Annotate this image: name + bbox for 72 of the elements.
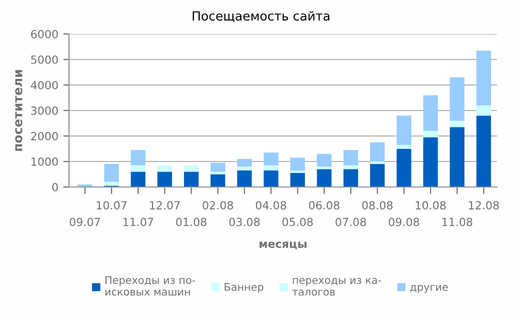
bar — [450, 127, 464, 187]
x-tick-label: 01.08 — [176, 218, 206, 226]
bar — [476, 50, 492, 106]
bar — [343, 150, 358, 166]
bar — [290, 172, 305, 187]
x-tick-label: 04.08 — [256, 201, 286, 210]
legend-label: переходы из ка- талогов — [292, 278, 382, 296]
x-tick-label: 03.08 — [229, 218, 260, 226]
bar — [450, 120, 464, 128]
y-tick-label: 2000 — [31, 132, 58, 140]
x-tick-label: 09.08 — [388, 218, 420, 226]
x-tick-label: 02.08 — [202, 201, 234, 210]
x-tick-label: 10.07 — [96, 201, 126, 210]
bar — [396, 148, 412, 187]
bar — [264, 152, 278, 166]
bar — [130, 165, 146, 172]
bar — [157, 172, 172, 187]
bar — [370, 162, 385, 164]
bar — [316, 154, 332, 167]
bar — [184, 165, 199, 172]
bar — [343, 165, 358, 170]
legend-label: Баннер — [224, 283, 264, 293]
bar — [210, 162, 226, 172]
x-tick-label: 11.08 — [442, 218, 472, 226]
bar — [104, 164, 119, 182]
legend-label: другие — [410, 284, 448, 293]
x-tick-label: 09.07 — [70, 218, 100, 226]
legend-label: Переходы из по- исковых машин — [105, 276, 196, 296]
y-tick-label: 5000 — [31, 55, 58, 64]
x-axis-title: месяцы — [260, 242, 306, 250]
x-tick-label: 12.08 — [469, 201, 499, 210]
bar — [104, 182, 119, 186]
bar — [423, 95, 438, 131]
bar — [476, 116, 492, 187]
bar — [476, 105, 492, 116]
bar — [130, 172, 146, 187]
bar — [184, 172, 199, 187]
bar — [423, 137, 438, 187]
y-axis-title: посетители — [15, 70, 22, 151]
y-tick-label: 0 — [52, 182, 58, 192]
x-tick-label: 05.08 — [282, 218, 313, 226]
y-tick-label: 4000 — [30, 80, 58, 90]
x-tick-label: 11.07 — [123, 218, 154, 226]
bar — [290, 158, 305, 170]
x-tick-label: 10.08 — [416, 201, 446, 210]
bar — [210, 174, 226, 187]
x-tick-label: 08.08 — [362, 201, 393, 210]
bar — [370, 164, 385, 187]
x-tick-label: 12.07 — [150, 201, 180, 210]
bar — [343, 169, 358, 187]
bar — [423, 130, 438, 138]
bar — [396, 116, 412, 145]
y-tick-label: 6000 — [31, 30, 58, 38]
bar — [157, 165, 172, 172]
bar — [264, 165, 278, 170]
y-tick-label: 1000 — [32, 157, 58, 166]
bar — [237, 166, 252, 170]
bar — [264, 170, 278, 187]
bar — [290, 170, 305, 173]
x-tick-label: 07.08 — [336, 218, 366, 226]
y-tick-label: 3000 — [31, 106, 58, 115]
bar — [450, 77, 464, 121]
chart-title: Посещаемость сайта — [192, 11, 330, 22]
x-tick-label: 06.08 — [309, 201, 340, 210]
bar — [396, 144, 412, 149]
bar — [237, 170, 252, 187]
bar — [210, 172, 226, 174]
bar — [316, 169, 332, 187]
bar — [316, 166, 332, 170]
bar — [237, 158, 252, 167]
bar — [130, 150, 146, 166]
bar — [370, 142, 385, 162]
